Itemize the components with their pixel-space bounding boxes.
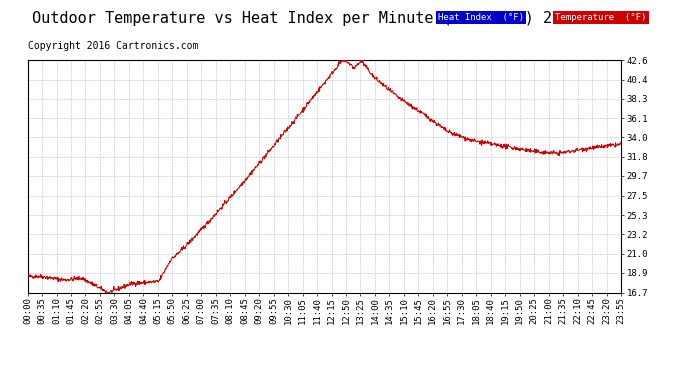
Text: Copyright 2016 Cartronics.com: Copyright 2016 Cartronics.com — [28, 41, 198, 51]
Text: Temperature  (°F): Temperature (°F) — [555, 13, 647, 22]
Text: Outdoor Temperature vs Heat Index per Minute (24 Hours) 20161228: Outdoor Temperature vs Heat Index per Mi… — [32, 11, 616, 26]
Text: Heat Index  (°F): Heat Index (°F) — [438, 13, 524, 22]
